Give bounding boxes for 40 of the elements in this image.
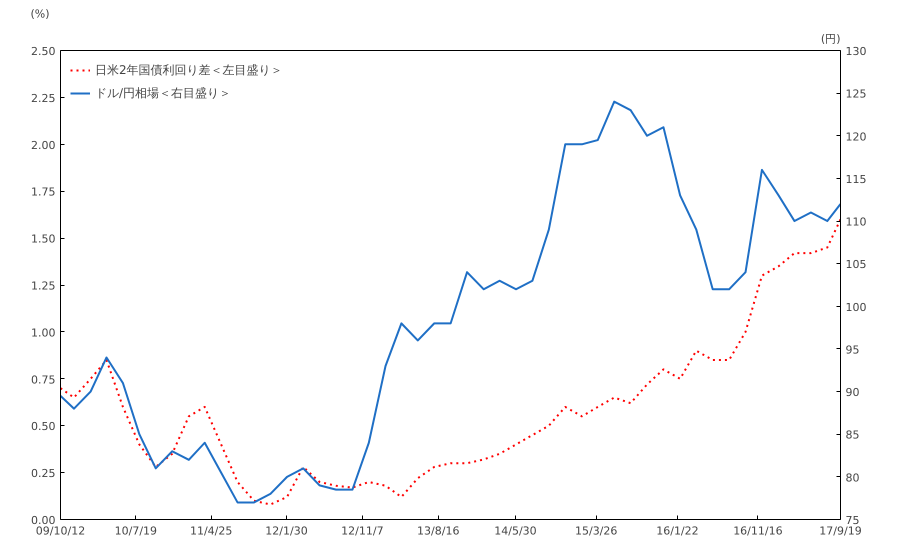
y-tick-label: 0.75 bbox=[31, 373, 56, 386]
y-tick-label: 2.25 bbox=[31, 92, 56, 105]
y-tick-label: 0.25 bbox=[31, 467, 56, 480]
y2-tick-label: 130 bbox=[846, 45, 866, 58]
x-tick-label: 15/3/26 bbox=[574, 524, 618, 538]
legend-label: 日米2年国債利回り差＜左目盛り＞ bbox=[95, 62, 283, 78]
y-tick-label: 1.50 bbox=[31, 232, 56, 246]
x-tick-label: 17/9/19 bbox=[819, 524, 862, 538]
x-tick-label: 10/7/19 bbox=[114, 524, 158, 538]
y2-tick-label: 80 bbox=[846, 471, 860, 484]
y2-tick-label: 90 bbox=[846, 386, 860, 400]
y-tick-label: 0.00 bbox=[31, 514, 56, 527]
y2-tick-label: 75 bbox=[846, 514, 860, 527]
y-tick-label: 0.50 bbox=[31, 420, 56, 434]
y2-tick-label: 110 bbox=[846, 216, 866, 229]
y-axis-title: (%) bbox=[30, 8, 50, 20]
x-tick-label: 13/8/16 bbox=[417, 524, 460, 538]
y-tick-label: 2.00 bbox=[31, 138, 56, 152]
y2-tick-label: 115 bbox=[846, 172, 866, 186]
x-tick-label: 12/11/7 bbox=[341, 524, 384, 538]
x-tick-label: 11/4/25 bbox=[190, 524, 232, 538]
y-tick-label: 2.50 bbox=[31, 45, 56, 58]
y-tick-label: 1.75 bbox=[31, 186, 56, 199]
y2-tick-label: 120 bbox=[846, 130, 866, 144]
x-tick-label: 12/1/30 bbox=[265, 524, 308, 538]
y-tick-label: 1.25 bbox=[31, 280, 56, 292]
x-tick-label: 16/1/22 bbox=[656, 524, 699, 538]
line-series bbox=[60, 100, 840, 504]
y2-tick-label: 95 bbox=[846, 343, 860, 356]
legend-label: ドル/円相場＜右目盛り＞ bbox=[95, 84, 232, 102]
y2-axis-title: (円) bbox=[820, 32, 841, 46]
line-series bbox=[60, 218, 840, 506]
x-tick-label: 14/5/30 bbox=[494, 524, 537, 538]
y-tick-label: 1.00 bbox=[31, 326, 56, 340]
y2-tick-label: 85 bbox=[846, 428, 860, 442]
y2-tick-label: 125 bbox=[846, 88, 866, 101]
x-tick-label: 09/10/12 bbox=[36, 524, 86, 538]
y2-tick-label: 105 bbox=[846, 258, 866, 272]
y2-tick-label: 100 bbox=[846, 300, 866, 314]
x-tick-label: 16/11/16 bbox=[733, 524, 783, 538]
